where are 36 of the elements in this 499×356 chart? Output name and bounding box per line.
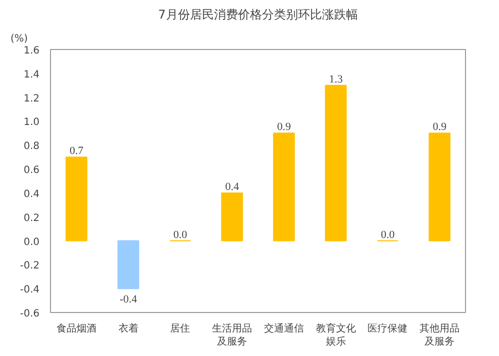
y-tick-label: 1.2 — [24, 93, 40, 104]
bar — [117, 240, 140, 290]
y-tick-label: 1.6 — [24, 46, 40, 56]
y-tick-label: 1.0 — [24, 117, 40, 128]
x-tick-label: 交通通信 — [264, 322, 304, 334]
bar — [428, 132, 450, 242]
x-tick-label: 衣着 — [118, 322, 138, 334]
y-tick-label: 0.0 — [24, 236, 40, 248]
data-label: 0.0 — [380, 228, 396, 241]
y-tick-label: 0.6 — [24, 165, 40, 176]
y-tick-label: 0.4 — [24, 188, 40, 200]
data-label: 0.4 — [225, 180, 240, 193]
x-tick-label: 居住 — [170, 324, 190, 334]
y-tick-label: 0.2 — [24, 212, 40, 224]
data-label: 1.3 — [328, 73, 344, 86]
data-label: 0.9 — [432, 121, 447, 134]
x-tick-label: 医疗保健 — [368, 322, 408, 334]
x-tick-label: 食品烟酒 — [56, 322, 96, 334]
bar — [273, 132, 295, 242]
y-tick-label: 0.8 — [24, 141, 40, 152]
x-tick-label: 其他用品及服务 — [420, 322, 460, 348]
y-tick-label: 1.4 — [24, 69, 40, 80]
y-tick-label: -0.2 — [20, 260, 40, 272]
data-label: -0.4 — [120, 294, 138, 306]
x-tick-label: 教育文化娱乐 — [316, 322, 356, 348]
chart-title: 7月份居民消费价格分类别环比涨跌幅 — [158, 8, 358, 22]
x-tick-label: 生活用品及服务 — [212, 322, 252, 348]
y-tick-label: -0.4 — [20, 284, 40, 296]
data-label: 0.7 — [70, 145, 84, 158]
data-label: 0.0 — [173, 228, 188, 241]
y-tick-label: -0.6 — [20, 308, 40, 320]
bar — [324, 84, 347, 242]
bar — [221, 192, 243, 242]
y-axis-title: (%) — [10, 34, 28, 44]
data-label: 0.9 — [277, 121, 292, 134]
bar — [66, 156, 88, 242]
